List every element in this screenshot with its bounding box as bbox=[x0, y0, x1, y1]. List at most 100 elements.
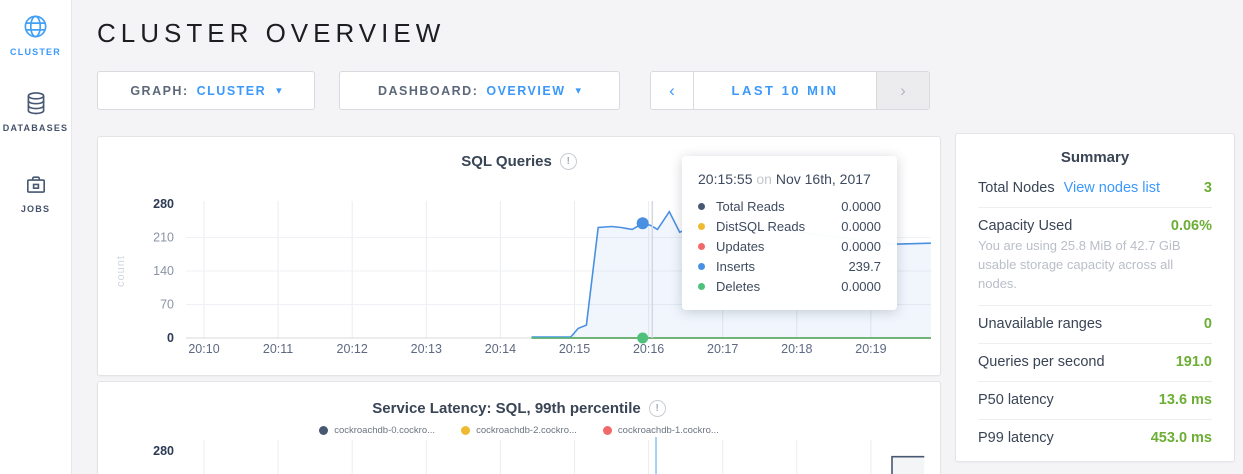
series-dot-icon bbox=[698, 282, 705, 290]
globe-icon bbox=[24, 15, 47, 38]
chart-grid bbox=[203, 440, 872, 474]
series-dot-icon bbox=[319, 426, 329, 435]
chevron-down-icon: ▾ bbox=[276, 85, 282, 97]
legend-item[interactable]: cockroachdb-2.cockro... bbox=[461, 425, 577, 436]
summary-row: Total Nodes View nodes list 3 bbox=[978, 170, 1212, 207]
summary-panel: Summary Total Nodes View nodes list 3 Capac… bbox=[955, 133, 1235, 462]
tooltip-series-value: 0.0000 bbox=[841, 218, 881, 234]
graph-dropdown-label: GRAPH: bbox=[130, 83, 189, 98]
time-window-label[interactable]: LAST 10 MIN bbox=[693, 72, 877, 109]
page-title: CLUSTER OVERVIEW bbox=[97, 18, 446, 48]
summary-row-value: 0 bbox=[1203, 315, 1212, 332]
sidebar-item-label: JOBS bbox=[20, 204, 51, 214]
sidebar-item-databases[interactable]: DATABASES bbox=[3, 91, 68, 133]
tooltip-row: Deletes 0.0000 bbox=[698, 276, 881, 296]
tooltip-series-name: DistSQL Reads bbox=[716, 218, 806, 234]
summary-row-value: 0.06% bbox=[1170, 218, 1212, 234]
summary-row-value: 453.0 ms bbox=[1150, 429, 1212, 446]
jobs-icon bbox=[26, 176, 45, 193]
legend-label: cockroachdb-0.cockro... bbox=[334, 425, 436, 436]
controls-bar: GRAPH: CLUSTER ▾ DASHBOARD: OVERVIEW ▾ ‹… bbox=[97, 71, 930, 110]
tooltip-row: DistSQL Reads 0.0000 bbox=[698, 216, 881, 236]
summary-row-value: 191.0 bbox=[1175, 353, 1212, 370]
series-dot-icon bbox=[698, 262, 705, 270]
summary-row-label: Capacity Used bbox=[978, 218, 1073, 234]
tooltip-timestamp: 20:15:55 on Nov 16th, 2017 bbox=[698, 171, 881, 187]
service-latency-panel: Service Latency: SQL, 99th percentile ! … bbox=[97, 381, 941, 474]
tooltip-row: Updates 0.0000 bbox=[698, 236, 881, 256]
dashboard-dropdown-value: OVERVIEW bbox=[486, 83, 566, 98]
summary-rows: Total Nodes View nodes list 3 Capacity Used… bbox=[978, 170, 1212, 457]
summary-row-label: Total Nodes bbox=[978, 180, 1055, 196]
summary-row-label: P50 latency bbox=[978, 391, 1054, 408]
time-window-selector: ‹ LAST 10 MIN › bbox=[650, 71, 930, 110]
series-dot-icon bbox=[602, 426, 612, 435]
legend-label: cockroachdb-1.cockro... bbox=[617, 425, 719, 436]
dashboard-dropdown[interactable]: DASHBOARD: OVERVIEW ▾ bbox=[339, 71, 620, 110]
summary-title: Summary bbox=[1060, 149, 1130, 166]
svg-text:20:14: 20:14 bbox=[485, 342, 516, 356]
chevron-down-icon: ▾ bbox=[575, 85, 582, 97]
svg-text:20:19: 20:19 bbox=[855, 342, 886, 356]
sidebar: CLUSTER DATABASES JOBS bbox=[0, 0, 72, 474]
sidebar-item-jobs[interactable]: JOBS bbox=[21, 173, 50, 214]
svg-text:20:12: 20:12 bbox=[337, 342, 368, 356]
svg-text:280: 280 bbox=[153, 197, 174, 211]
time-window-next-button[interactable]: › bbox=[877, 72, 929, 109]
time-window-prev-button[interactable]: ‹ bbox=[651, 72, 693, 109]
summary-row-label: P99 latency bbox=[978, 429, 1054, 446]
tooltip-row: Inserts 239.7 bbox=[698, 256, 881, 276]
graph-dropdown-value: CLUSTER bbox=[196, 83, 267, 98]
series-dot-icon bbox=[698, 202, 705, 210]
tooltip-series-name: Total Reads bbox=[716, 198, 785, 214]
summary-row-label: Unavailable ranges bbox=[978, 315, 1103, 332]
tooltip-date: Nov 16th, 2017 bbox=[775, 171, 871, 187]
series-dot-icon bbox=[698, 242, 705, 250]
legend-item[interactable]: cockroachdb-1.cockro... bbox=[602, 425, 719, 436]
info-icon[interactable]: ! bbox=[648, 400, 666, 417]
summary-row: Queries per second 191.0 bbox=[978, 342, 1212, 381]
legend-item[interactable]: cockroachdb-0.cockro... bbox=[319, 425, 435, 436]
hover-point-dot bbox=[636, 217, 649, 230]
summary-row-label: Queries per second bbox=[978, 353, 1105, 370]
summary-row-value: 3 bbox=[1203, 180, 1212, 196]
tooltip-series-value: 0.0000 bbox=[841, 238, 881, 254]
service-latency-chart[interactable]: 280 bbox=[98, 382, 942, 474]
svg-text:140: 140 bbox=[153, 264, 174, 278]
axis-ticks: 0 70 140 210 280 20:10 20:11 20:12 20:13 20:14 20:… bbox=[153, 197, 886, 356]
y-axis-label: count bbox=[115, 255, 127, 287]
svg-text:20:10: 20:10 bbox=[188, 342, 219, 356]
sidebar-item-label: CLUSTER bbox=[10, 47, 61, 57]
sidebar-item-cluster[interactable]: CLUSTER bbox=[10, 13, 61, 57]
tooltip-series-name: Updates bbox=[716, 238, 765, 254]
summary-row: Unavailable ranges 0 bbox=[978, 304, 1212, 343]
legend-label: cockroachdb-2.cockro... bbox=[476, 425, 577, 436]
databases-icon bbox=[27, 92, 44, 115]
tooltip-series-value: 239.7 bbox=[848, 258, 881, 274]
series-line bbox=[891, 455, 925, 474]
dashboard-dropdown-label: DASHBOARD: bbox=[377, 83, 479, 98]
svg-text:0: 0 bbox=[167, 331, 174, 345]
svg-text:20:18: 20:18 bbox=[781, 342, 812, 356]
svg-text:210: 210 bbox=[153, 231, 174, 245]
chart-title: SQL Queries bbox=[461, 153, 552, 170]
summary-row: P50 latency 13.6 ms bbox=[978, 380, 1212, 419]
series-area bbox=[892, 456, 925, 474]
chart-hover-tooltip: 20:15:55 on Nov 16th, 2017 Total Reads 0.… bbox=[682, 156, 897, 310]
info-icon[interactable]: ! bbox=[559, 153, 577, 170]
svg-text:70: 70 bbox=[160, 298, 174, 312]
tooltip-series-name: Inserts bbox=[716, 258, 756, 274]
summary-row: P99 latency 453.0 ms bbox=[978, 418, 1212, 457]
svg-text:20:17: 20:17 bbox=[707, 342, 738, 356]
y-axis-tick: 280 bbox=[153, 444, 174, 458]
tooltip-time: 20:15:55 bbox=[698, 171, 753, 187]
chart-title: Service Latency: SQL, 99th percentile bbox=[372, 400, 641, 417]
tooltip-series-value: 0.0000 bbox=[841, 198, 881, 214]
hover-point-dot bbox=[637, 332, 649, 344]
summary-row-description: You are using 25.8 MiB of 42.7 GiB usabl… bbox=[978, 238, 1181, 291]
series-dot-icon bbox=[461, 426, 471, 435]
view-nodes-list-link[interactable]: View nodes list bbox=[1063, 180, 1161, 196]
sidebar-item-label: DATABASES bbox=[2, 123, 69, 133]
graph-dropdown[interactable]: GRAPH: CLUSTER ▾ bbox=[97, 71, 315, 110]
summary-row: Capacity Used 0.06% You are using 25.8 MiB… bbox=[978, 207, 1212, 305]
